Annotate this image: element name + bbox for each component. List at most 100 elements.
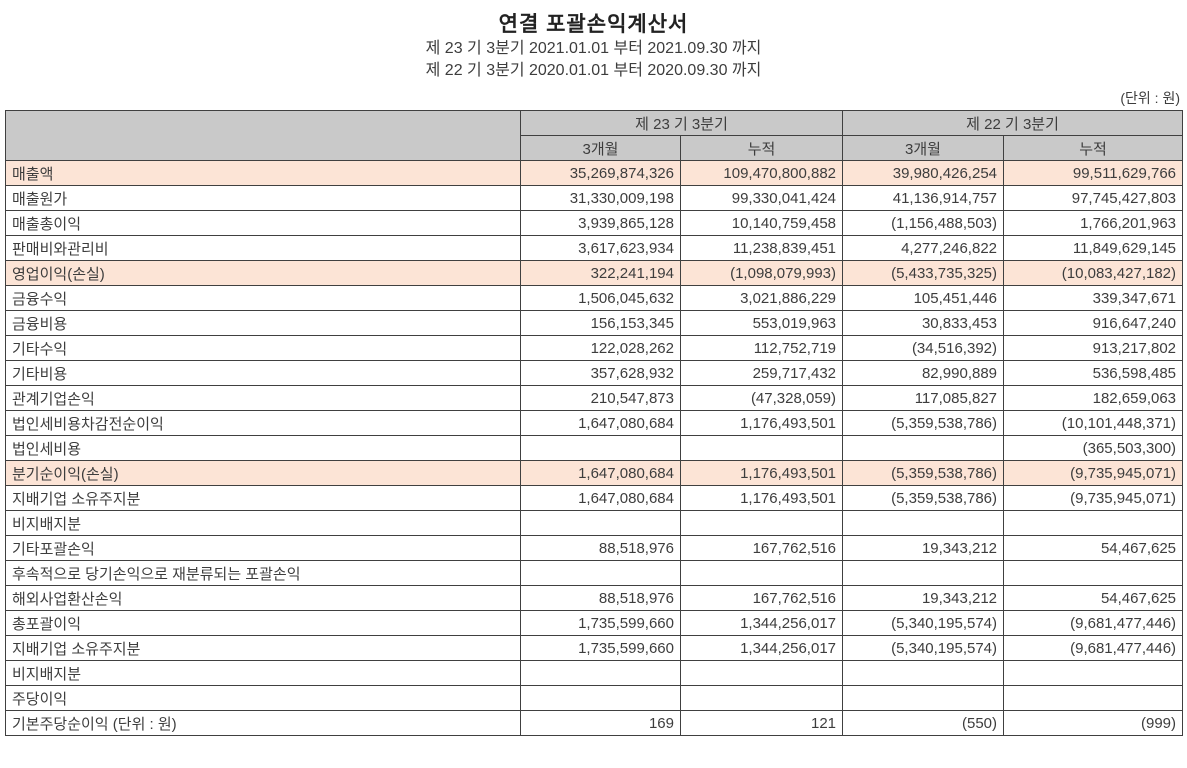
row-value: 11,849,629,145 bbox=[1003, 235, 1184, 261]
row-value: 1,344,256,017 bbox=[679, 635, 844, 661]
table-row: 매출원가 31,330,009,198 99,330,041,424 41,136,9… bbox=[5, 185, 1184, 211]
row-value bbox=[679, 685, 844, 711]
row-value: 11,238,839,451 bbox=[679, 235, 844, 261]
table-row: 매출총이익 3,939,865,128 10,140,759,458 (1,156,4… bbox=[5, 210, 1184, 236]
row-value: 19,343,212 bbox=[842, 535, 1005, 561]
row-label: 해외사업환산손익 bbox=[5, 585, 521, 611]
row-label: 기타비용 bbox=[5, 360, 521, 386]
header-3month-prior: 3개월 bbox=[842, 135, 1005, 161]
row-value: 30,833,453 bbox=[842, 310, 1005, 336]
row-value: 112,752,719 bbox=[679, 335, 844, 361]
row-label: 법인세비용 bbox=[5, 435, 521, 461]
header-3month-current: 3개월 bbox=[520, 135, 681, 161]
row-label: 판매비와관리비 bbox=[5, 235, 521, 261]
row-label: 지배기업 소유주지분 bbox=[5, 635, 521, 661]
row-value: 39,980,426,254 bbox=[842, 160, 1005, 186]
row-value: (550) bbox=[842, 710, 1005, 736]
table-row: 금융수익 1,506,045,632 3,021,886,229 105,451,44… bbox=[5, 285, 1184, 311]
row-value: 322,241,194 bbox=[520, 260, 681, 286]
row-value bbox=[520, 510, 681, 536]
row-value: 97,745,427,803 bbox=[1003, 185, 1184, 211]
row-value: 121 bbox=[679, 710, 844, 736]
table-row: 주당이익 bbox=[5, 685, 1184, 711]
row-label: 주당이익 bbox=[5, 685, 521, 711]
income-statement-page: 연결 포괄손익계산서 제 23 기 3분기 2021.01.01 부터 2021… bbox=[5, 13, 1184, 736]
row-value: 105,451,446 bbox=[842, 285, 1005, 311]
row-value: (34,516,392) bbox=[842, 335, 1005, 361]
row-value: (5,433,735,325) bbox=[842, 260, 1005, 286]
row-value: 117,085,827 bbox=[842, 385, 1005, 411]
row-value bbox=[520, 435, 681, 461]
row-value: 41,136,914,757 bbox=[842, 185, 1005, 211]
row-value bbox=[1003, 560, 1184, 586]
row-value: 210,547,873 bbox=[520, 385, 681, 411]
page-title: 연결 포괄손익계산서 bbox=[498, 13, 689, 36]
header-period-prior: 제 22 기 3분기 bbox=[842, 110, 1184, 136]
row-label: 금융비용 bbox=[5, 310, 521, 336]
row-value: 19,343,212 bbox=[842, 585, 1005, 611]
row-value: (5,359,538,786) bbox=[842, 460, 1005, 486]
row-value bbox=[679, 560, 844, 586]
table-row: 법인세비용차감전순이익 1,647,080,684 1,176,493,501 (5,… bbox=[5, 410, 1184, 436]
row-value: (9,735,945,071) bbox=[1003, 460, 1184, 486]
row-label: 기본주당순이익 (단위 : 원) bbox=[5, 710, 521, 736]
row-value: 339,347,671 bbox=[1003, 285, 1184, 311]
row-label: 금융수익 bbox=[5, 285, 521, 311]
row-value bbox=[842, 510, 1005, 536]
period-line-current: 제 23 기 3분기 2021.01.01 부터 2021.09.30 까지 bbox=[425, 40, 762, 57]
row-value: 1,176,493,501 bbox=[679, 485, 844, 511]
row-label: 영업이익(손실) bbox=[5, 260, 521, 286]
row-label: 지배기업 소유주지분 bbox=[5, 485, 521, 511]
row-value: (999) bbox=[1003, 710, 1184, 736]
row-value: 357,628,932 bbox=[520, 360, 681, 386]
row-value bbox=[520, 685, 681, 711]
row-label: 총포괄이익 bbox=[5, 610, 521, 636]
table-row: 기본주당순이익 (단위 : 원) 169 121 (550) (999) bbox=[5, 710, 1184, 736]
row-label: 매출액 bbox=[5, 160, 521, 186]
row-label: 후속적으로 당기손익으로 재분류되는 포괄손익 bbox=[5, 560, 521, 586]
row-value: (5,340,195,574) bbox=[842, 635, 1005, 661]
row-value: (5,359,538,786) bbox=[842, 485, 1005, 511]
table-row: 비지배지분 bbox=[5, 660, 1184, 686]
table-row: 관계기업손익 210,547,873 (47,328,059) 117,085,827… bbox=[5, 385, 1184, 411]
row-value: (10,101,448,371) bbox=[1003, 410, 1184, 436]
row-value bbox=[520, 560, 681, 586]
table-row: 매출액 35,269,874,326 109,470,800,882 39,980,4… bbox=[5, 160, 1184, 186]
row-value: 1,176,493,501 bbox=[679, 410, 844, 436]
row-label: 법인세비용차감전순이익 bbox=[5, 410, 521, 436]
row-value: (365,503,300) bbox=[1003, 435, 1184, 461]
header-row-periods: 제 23 기 3분기 제 22 기 3분기 bbox=[5, 110, 1184, 161]
row-value: 54,467,625 bbox=[1003, 535, 1184, 561]
row-label: 분기순이익(손실) bbox=[5, 460, 521, 486]
table-row: 지배기업 소유주지분 1,647,080,684 1,176,493,501 (5,3… bbox=[5, 485, 1184, 511]
row-label: 매출원가 bbox=[5, 185, 521, 211]
row-value: 1,647,080,684 bbox=[520, 460, 681, 486]
row-label: 기타포괄손익 bbox=[5, 535, 521, 561]
row-value: (1,156,488,503) bbox=[842, 210, 1005, 236]
income-statement-table: 제 23 기 3분기 제 22 기 3분기 3개월 누적 3개월 누적 매출액 3… bbox=[5, 110, 1184, 736]
row-value bbox=[842, 560, 1005, 586]
row-value: 3,617,623,934 bbox=[520, 235, 681, 261]
row-value: 259,717,432 bbox=[679, 360, 844, 386]
row-value: 10,140,759,458 bbox=[679, 210, 844, 236]
row-value: 1,506,045,632 bbox=[520, 285, 681, 311]
row-label: 기타수익 bbox=[5, 335, 521, 361]
row-label: 비지배지분 bbox=[5, 660, 521, 686]
row-value: 913,217,802 bbox=[1003, 335, 1184, 361]
table-row: 총포괄이익 1,735,599,660 1,344,256,017 (5,340,19… bbox=[5, 610, 1184, 636]
row-value bbox=[679, 435, 844, 461]
row-value: 4,277,246,822 bbox=[842, 235, 1005, 261]
period-line-prior: 제 22 기 3분기 2020.01.01 부터 2020.09.30 까지 bbox=[425, 62, 762, 79]
row-value: 82,990,889 bbox=[842, 360, 1005, 386]
row-value bbox=[1003, 510, 1184, 536]
row-value: 54,467,625 bbox=[1003, 585, 1184, 611]
row-value: 1,176,493,501 bbox=[679, 460, 844, 486]
row-value: 167,762,516 bbox=[679, 585, 844, 611]
row-value: (5,340,195,574) bbox=[842, 610, 1005, 636]
table-row: 기타포괄손익 88,518,976 167,762,516 19,343,212 54,… bbox=[5, 535, 1184, 561]
header-period-current: 제 23 기 3분기 bbox=[519, 110, 844, 136]
row-value: 169 bbox=[520, 710, 681, 736]
row-value: 1,344,256,017 bbox=[679, 610, 844, 636]
row-value: 536,598,485 bbox=[1003, 360, 1184, 386]
row-value: 1,766,201,963 bbox=[1003, 210, 1184, 236]
